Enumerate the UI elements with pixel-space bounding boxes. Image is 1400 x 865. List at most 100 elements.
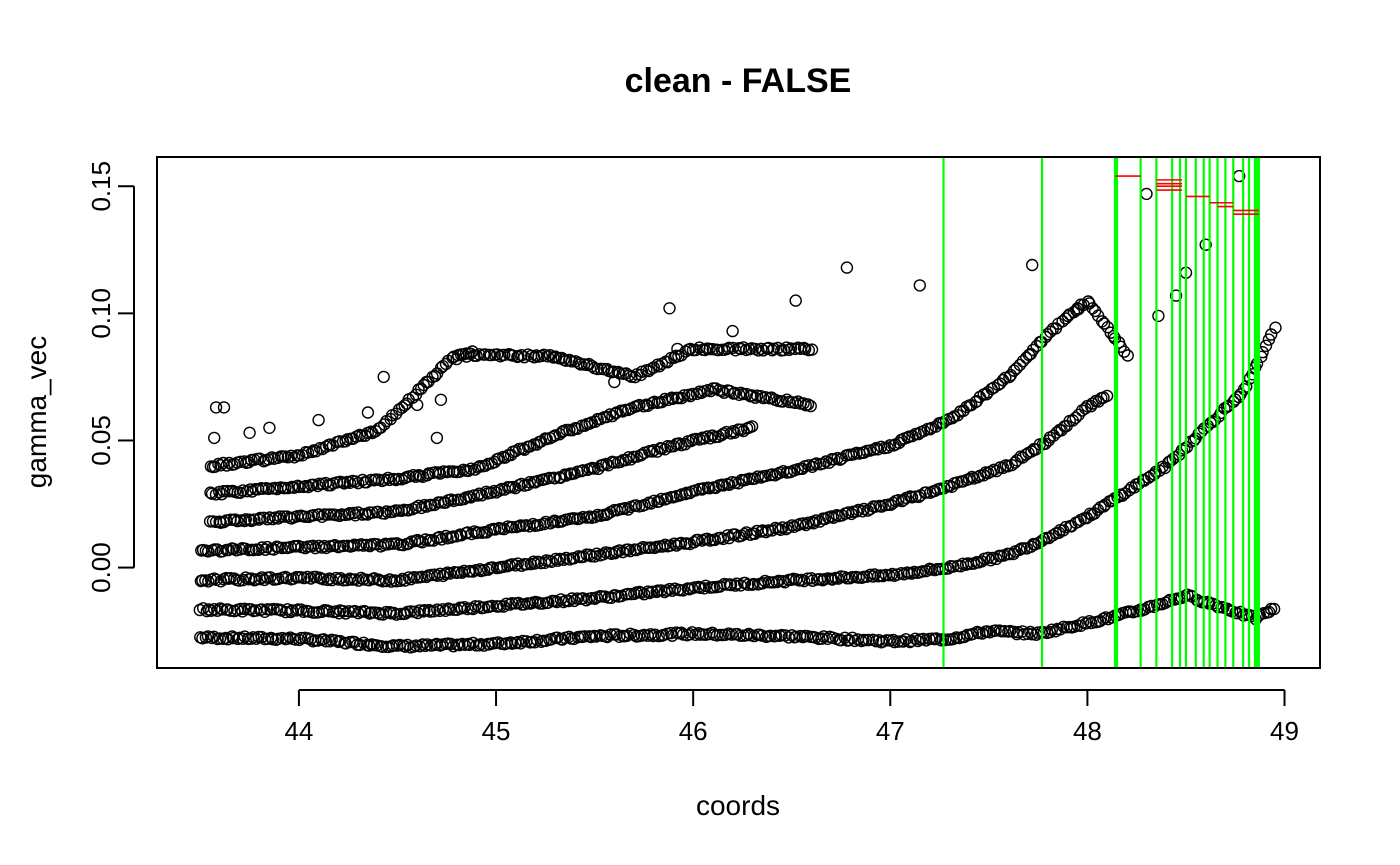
data-point: [737, 387, 750, 401]
data-point: [990, 464, 1003, 478]
data-point: [219, 631, 233, 645]
data-point: [762, 524, 775, 537]
data-point: [553, 552, 566, 566]
data-point: [1152, 309, 1165, 323]
data-point: [505, 597, 519, 610]
data-point: [472, 600, 486, 613]
data-point: [571, 465, 584, 478]
data-point: [307, 606, 320, 619]
data-point: [1011, 626, 1025, 639]
data-point: [727, 425, 740, 438]
data-point: [663, 302, 676, 315]
data-point: [435, 533, 448, 546]
data-point: [1057, 524, 1070, 537]
data-point: [1161, 595, 1175, 608]
data-point: [683, 628, 697, 641]
data-point: [361, 406, 375, 419]
data-point: [698, 582, 711, 595]
data-point: [682, 388, 695, 401]
data-point: [317, 633, 330, 646]
data-point: [697, 482, 710, 495]
data-point: [703, 432, 717, 445]
data-point: [466, 345, 479, 358]
data-point: [797, 574, 811, 588]
data-point: [934, 482, 947, 495]
data-point: [254, 511, 267, 525]
data-point: [1071, 302, 1084, 315]
data-point: [433, 567, 447, 580]
data-point: [661, 356, 674, 369]
data-point: [497, 522, 511, 536]
data-point: [842, 633, 856, 647]
data-point: [916, 565, 929, 578]
data-point: [551, 554, 564, 567]
data-point: [934, 634, 948, 647]
data-point: [1079, 617, 1093, 630]
data-point: [796, 462, 809, 475]
data-point: [625, 370, 638, 383]
data-point: [644, 497, 657, 510]
data-point: [1269, 321, 1282, 334]
data-point: [258, 605, 271, 618]
data-point: [676, 628, 690, 641]
data-point: [469, 564, 482, 577]
data-point: [724, 578, 738, 592]
data-point: [759, 469, 772, 483]
data-point: [647, 361, 660, 374]
data-point: [343, 476, 357, 489]
vertical-lines: [942, 157, 1260, 668]
data-point: [1013, 358, 1027, 372]
data-point: [784, 342, 798, 355]
data-point: [1097, 612, 1110, 625]
data-point: [770, 575, 784, 589]
data-point: [333, 435, 346, 448]
data-point: [1259, 339, 1273, 352]
data-point: [695, 483, 709, 496]
y-tick-label: 0.00: [86, 542, 116, 593]
data-point: [439, 357, 453, 371]
data-point: [401, 638, 414, 652]
data-point: [239, 513, 253, 526]
data-point: [299, 510, 312, 523]
data-point: [965, 470, 979, 484]
data-point: [238, 602, 251, 615]
data-point: [248, 513, 261, 526]
data-point: [255, 541, 269, 554]
x-tick-label: 49: [1270, 716, 1299, 746]
data-point: [1081, 295, 1095, 308]
data-point: [1100, 389, 1114, 403]
data-point: [293, 449, 306, 462]
data-point: [294, 603, 308, 616]
data-point: [866, 570, 880, 583]
data-point: [653, 360, 666, 373]
data-point: [457, 564, 471, 578]
data-point: [646, 585, 659, 598]
data-point: [1010, 362, 1023, 375]
data-point: [1059, 312, 1072, 325]
data-point: [1085, 616, 1098, 630]
data-point: [349, 509, 362, 522]
data-point: [343, 507, 356, 520]
data-point: [644, 541, 657, 554]
data-point: [1099, 611, 1113, 624]
data-point: [958, 630, 971, 644]
data-point: [309, 445, 323, 458]
plot-frame: [156, 156, 1321, 669]
data-point: [520, 558, 533, 571]
data-point: [472, 348, 486, 361]
data-point: [514, 519, 527, 532]
data-point: [723, 478, 736, 491]
data-point: [337, 476, 350, 489]
data-point: [621, 503, 635, 516]
data-point: [585, 550, 598, 563]
data-point: [1069, 411, 1082, 424]
data-point: [806, 574, 819, 587]
data-point: [1042, 531, 1056, 545]
data-point: [1053, 623, 1067, 636]
data-point: [789, 294, 802, 307]
data-point: [380, 505, 393, 518]
data-point: [821, 632, 834, 645]
data-point: [1072, 408, 1085, 421]
